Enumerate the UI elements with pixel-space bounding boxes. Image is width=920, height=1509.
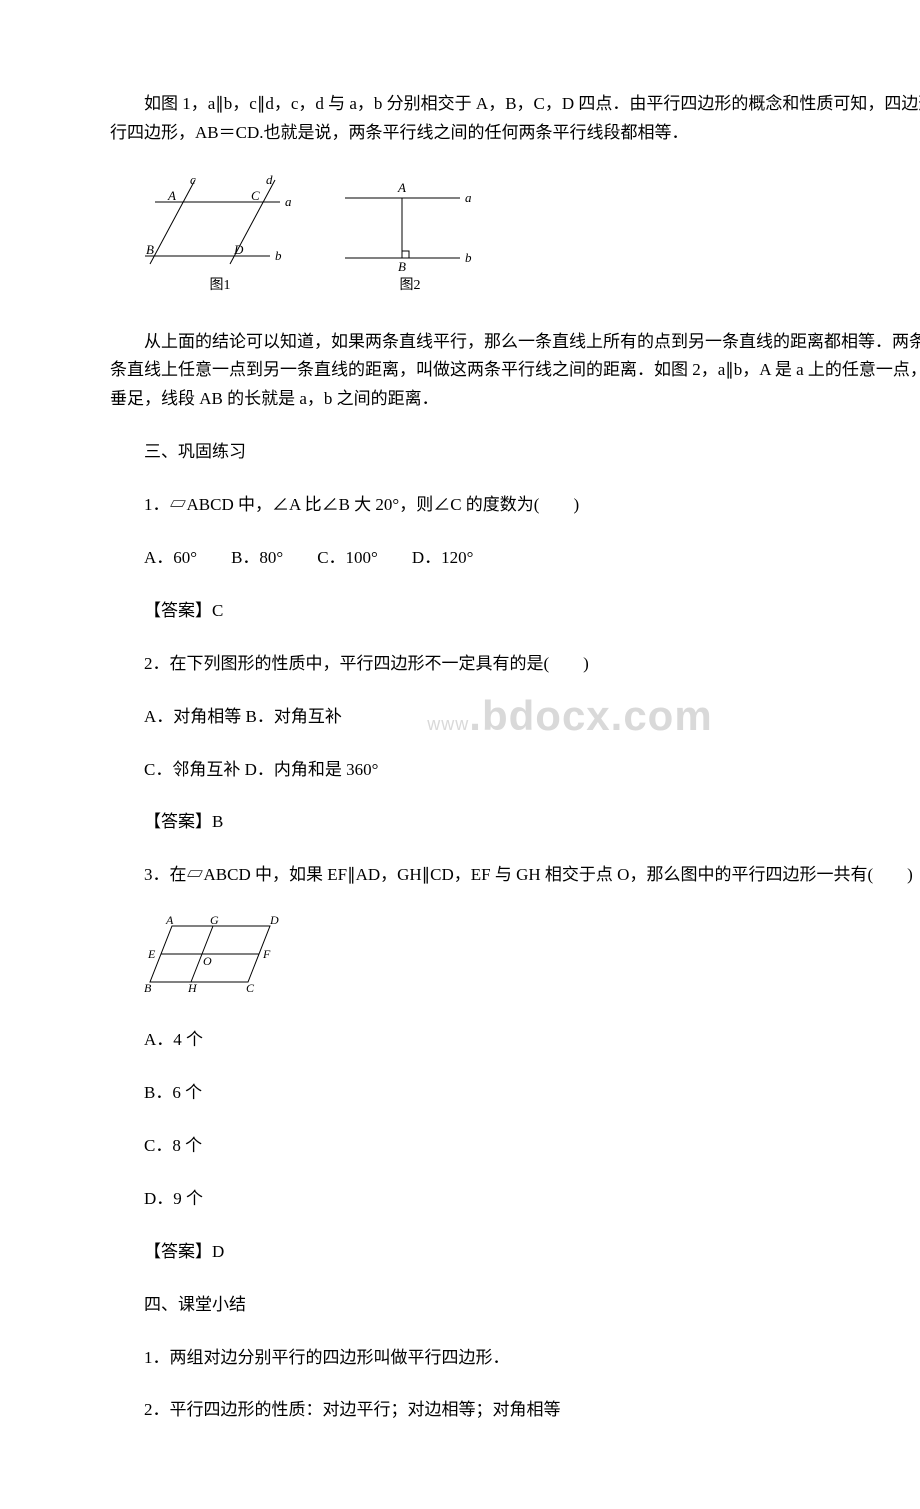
summary-1: 1．两组对边分别平行的四边形叫做平行四边形． [110,1344,920,1373]
q3-svg: A G D E O F B H C [140,914,290,994]
q3-stem: 3．在▱ABCD 中，如果 EF∥AD，GH∥CD，EF 与 GH 相交于点 O… [110,861,920,890]
q3-label-D: D [269,914,279,927]
q3-label-H: H [187,981,198,994]
figures-row: c d a b A C B D 图1 A a B b [140,172,920,298]
q1-stem: 1．▱ABCD 中，∠A 比∠B 大 20°，则∠C 的度数为( ) [110,491,920,520]
q3-label-O: O [203,954,212,968]
figure-1-caption: 图1 [210,274,231,298]
q3-diagram: A G D E O F B H C [140,914,920,1004]
fig1-label-A: A [167,188,176,203]
q2-answer: 【答案】B [110,808,920,837]
q2-options-line1: A．对角相等 B．对角互补 [110,703,920,732]
conclusion-paragraph: 从上面的结论可以知道，如果两条直线平行，那么一条直线上所有的点到另一条直线的距离… [110,328,920,415]
fig2-label-A: A [397,180,406,195]
fig1-label-d: d [266,172,273,187]
fig2-label-b: b [465,250,472,265]
q3-label-A: A [165,914,174,927]
q3-option-a: A．4 个 [110,1026,920,1055]
q3-answer: 【答案】D [110,1238,920,1267]
fig2-label-B: B [398,259,406,272]
q3-label-F: F [262,947,271,961]
q3-option-d: D．9 个 [110,1185,920,1214]
figure-2-svg: A a B b [340,172,480,272]
figure-1-svg: c d a b A C B D [140,172,300,272]
q3-label-C: C [246,981,255,994]
q3-option-b: B．6 个 [110,1079,920,1108]
section-4-heading: 四、课堂小结 [110,1291,920,1320]
intro-paragraph: 如图 1，a∥b，c∥d，c，d 与 a，b 分别相交于 A，B，C，D 四点．… [110,90,920,148]
fig1-label-c: c [190,172,196,187]
summary-2: 2．平行四边形的性质：对边平行；对边相等；对角相等 [110,1396,920,1425]
q2-options-line2: C．邻角互补 D．内角和是 360° [110,756,920,785]
q1-answer: 【答案】C [110,597,920,626]
q3-option-c: C．8 个 [110,1132,920,1161]
q1-options: A．60° B．80° C．100° D．120° [110,544,920,573]
figure-1: c d a b A C B D 图1 [140,172,300,298]
figure-2: A a B b 图2 [340,172,480,298]
fig1-label-C: C [251,188,260,203]
q3-label-E: E [147,947,156,961]
fig2-label-a: a [465,190,472,205]
q3-label-G: G [210,914,219,927]
fig1-label-a: a [285,194,292,209]
q2-stem: 2．在下列图形的性质中，平行四边形不一定具有的是( ) [110,650,920,679]
q3-label-B: B [144,981,152,994]
figure-2-caption: 图2 [400,274,421,298]
fig1-label-D: D [233,242,244,257]
section-3-heading: 三、巩固练习 [110,438,920,467]
fig1-label-b: b [275,248,282,263]
watermark-container: www.bdocx.com A．对角相等 B．对角互补 [110,703,920,732]
fig1-label-B: B [146,242,154,257]
